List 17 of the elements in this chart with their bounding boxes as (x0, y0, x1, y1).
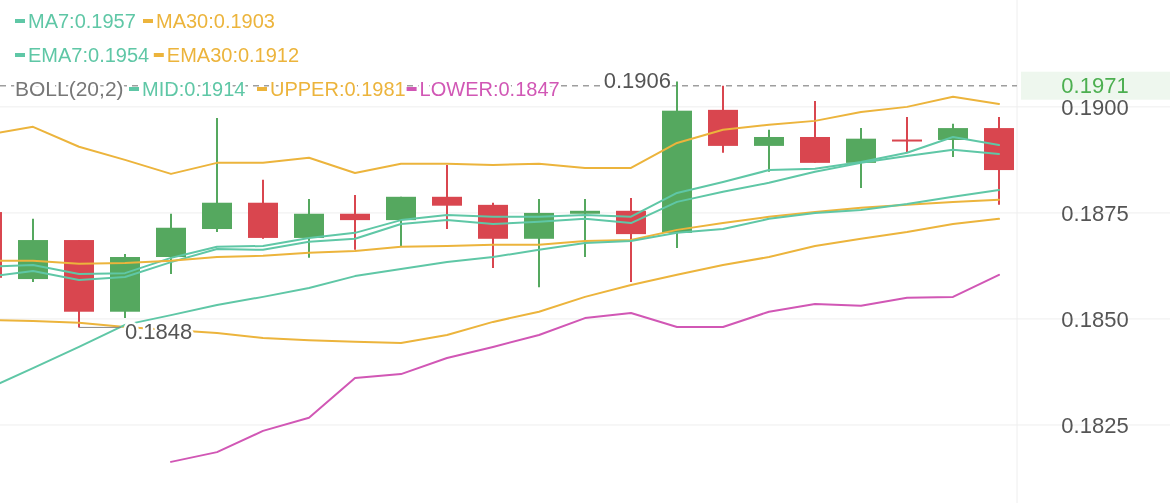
legend-label: EMA30:0.1912 (166, 44, 300, 66)
candlestick (340, 194, 370, 251)
legend-title: BOLL(20,2) (15, 77, 124, 100)
legend-label: MID:0.1914 (142, 78, 246, 100)
legend-label: LOWER:0.1847 (419, 78, 560, 100)
candlestick (892, 116, 922, 154)
annotation: 0.1906 (603, 68, 671, 94)
y-tick-label: 0.1825 (1061, 412, 1129, 438)
y-tick-label: 0.1850 (1061, 306, 1129, 332)
candlestick (754, 128, 784, 173)
legend-label: EMA7:0.1954 (28, 44, 150, 66)
candlestick (570, 197, 600, 259)
legend-label: MA7:0.1957 (28, 10, 136, 32)
candlestick (432, 163, 462, 231)
legend-label: UPPER:0.1981 (270, 78, 406, 100)
y-tick-label: 0.1875 (1061, 200, 1129, 226)
legend-label: MA30:0.1903 (156, 10, 275, 32)
